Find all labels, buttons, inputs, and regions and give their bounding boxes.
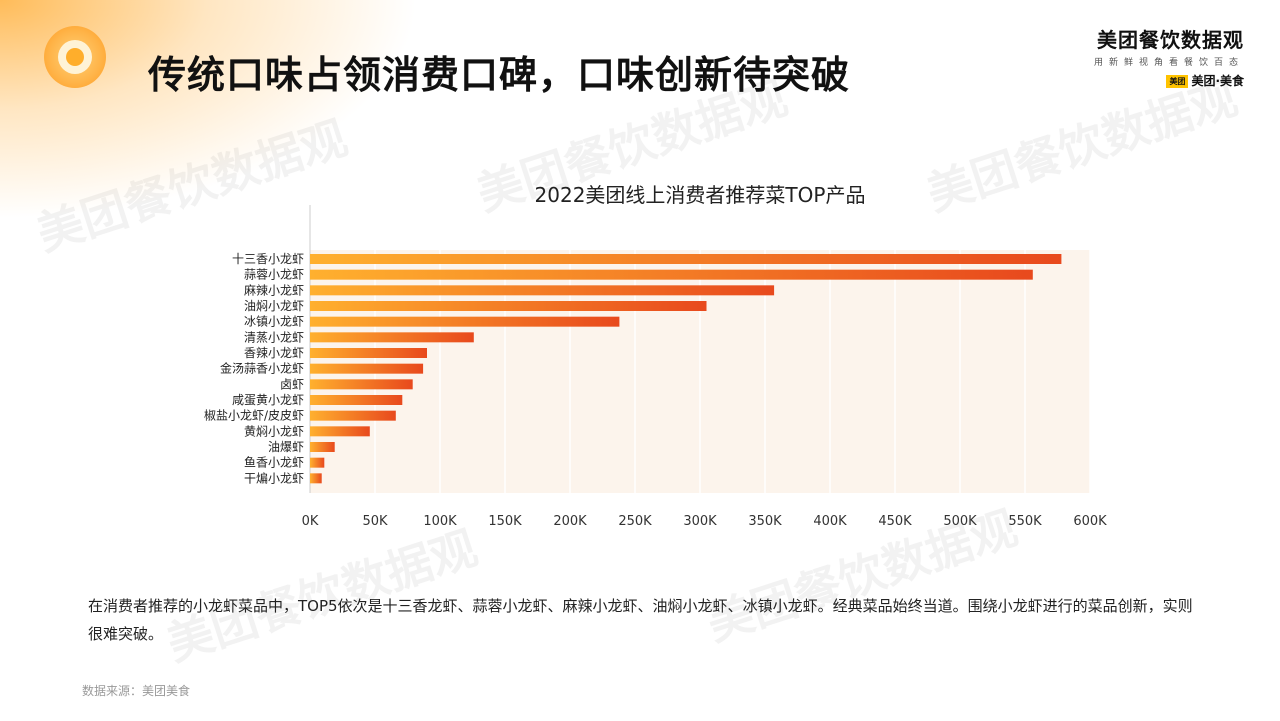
x-tick-label: 200K bbox=[553, 514, 587, 529]
y-tick-label: 十三香小龙虾 bbox=[232, 252, 304, 266]
x-tick-label: 550K bbox=[1008, 514, 1042, 529]
y-tick-label: 黄焖小龙虾 bbox=[244, 423, 304, 438]
y-tick-label: 冰镇小龙虾 bbox=[244, 315, 304, 329]
x-tick-label: 150K bbox=[488, 514, 522, 529]
bar bbox=[310, 410, 396, 421]
x-tick-label: 450K bbox=[878, 514, 912, 529]
y-tick-label: 油爆虾 bbox=[268, 440, 304, 454]
x-tick-label: 350K bbox=[748, 514, 782, 529]
brand-block: 美团餐饮数据观 用新鲜视角看餐饮百态 美团 美团·美食 bbox=[1094, 24, 1244, 89]
bar bbox=[310, 348, 427, 358]
x-tick-label: 600K bbox=[1073, 514, 1107, 529]
bar bbox=[310, 379, 413, 390]
caption-text: 在消费者推荐的小龙虾菜品中，TOP5依次是十三香龙虾、蒜蓉小龙虾、麻辣小龙虾、油… bbox=[88, 597, 1193, 643]
y-tick-label: 咸蛋黄小龙虾 bbox=[232, 393, 304, 407]
x-tick-label: 100K bbox=[423, 514, 457, 529]
x-tick-label: 250K bbox=[618, 514, 652, 529]
bar bbox=[310, 301, 707, 311]
bar bbox=[310, 426, 370, 437]
brand-circle-icon bbox=[44, 26, 106, 88]
meituan-logo: 美团 美团·美食 bbox=[1094, 72, 1244, 89]
bar bbox=[310, 332, 474, 343]
y-tick-label: 麻辣小龙虾 bbox=[244, 282, 304, 297]
meituan-logo-label: 美团·美食 bbox=[1191, 74, 1244, 88]
x-tick-label: 500K bbox=[943, 514, 977, 529]
meituan-logo-icon: 美团 bbox=[1166, 75, 1189, 88]
y-tick-label: 干煸小龙虾 bbox=[244, 470, 304, 485]
bar bbox=[310, 473, 322, 484]
page-title: 传统口味占领消费口碑，口味创新待突破 bbox=[148, 53, 851, 97]
bar bbox=[310, 457, 325, 468]
y-tick-label: 鱼香小龙虾 bbox=[244, 456, 304, 470]
chart-title: 2022美团线上消费者推荐菜TOP产品 bbox=[535, 183, 866, 207]
y-tick-label: 蒜蓉小龙虾 bbox=[244, 268, 304, 282]
bar bbox=[310, 316, 620, 327]
x-tick-label: 400K bbox=[813, 514, 847, 529]
brand-subtitle: 用新鲜视角看餐饮百态 bbox=[1093, 58, 1244, 68]
y-tick-label: 香辣小龙虾 bbox=[244, 346, 304, 360]
y-tick-label: 清蒸小龙虾 bbox=[244, 330, 304, 344]
y-tick-label: 椒盐小龙虾/皮皮虾 bbox=[204, 409, 304, 423]
y-tick-label: 卤虾 bbox=[280, 377, 304, 391]
y-tick-label: 油焖小龙虾 bbox=[244, 298, 304, 313]
bar bbox=[310, 395, 403, 405]
x-tick-label: 300K bbox=[683, 514, 717, 529]
bar bbox=[310, 442, 335, 452]
bar bbox=[310, 254, 1062, 264]
bar bbox=[310, 269, 1033, 280]
bar bbox=[310, 285, 775, 296]
x-tick-label: 50K bbox=[362, 514, 388, 529]
brand-title: 美团餐饮数据观 bbox=[1097, 28, 1244, 52]
y-tick-label: 金汤蒜香小龙虾 bbox=[220, 361, 304, 376]
source-note: 数据来源：美团美食 bbox=[82, 684, 191, 698]
x-tick-label: 0K bbox=[302, 514, 319, 529]
bar bbox=[310, 363, 424, 374]
